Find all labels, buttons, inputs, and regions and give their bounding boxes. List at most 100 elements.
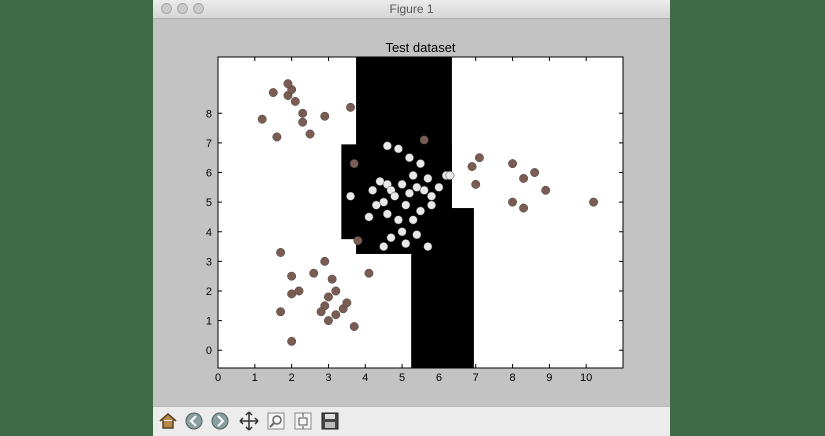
zoom-window-button[interactable] (193, 3, 204, 14)
data-point-0-34 (471, 179, 481, 189)
data-point-0-14 (287, 271, 297, 281)
x-tick-label: 9 (546, 372, 552, 384)
data-point-1-31 (346, 191, 355, 201)
data-point-0-33 (474, 153, 484, 163)
y-tick-label: 5 (206, 197, 212, 209)
y-tick-label: 7 (206, 138, 212, 150)
data-point-0-9 (346, 102, 355, 112)
data-point-1-33 (397, 179, 407, 189)
data-point-1-16 (445, 171, 455, 180)
data-point-0-35 (508, 159, 517, 169)
x-tick-label: 2 (289, 372, 295, 384)
data-point-0-38 (541, 185, 551, 195)
axes-frame (217, 56, 624, 369)
data-point-0-29 (331, 310, 341, 320)
data-point-1-32 (364, 212, 374, 222)
x-tick-label: 4 (362, 372, 368, 384)
x-tick-label: 10 (580, 372, 592, 384)
data-point-0-19 (331, 286, 341, 296)
data-point-0-8 (320, 111, 330, 121)
x-tick-label: 5 (399, 372, 405, 384)
pan-icon (239, 411, 259, 431)
data-point-1-23 (401, 239, 411, 249)
data-point-1-8 (393, 215, 403, 225)
data-point-1-22 (379, 242, 389, 252)
x-tick-label: 7 (473, 372, 479, 384)
data-point-1-25 (423, 242, 433, 252)
data-point-1-6 (371, 200, 381, 210)
pan-button[interactable] (238, 410, 260, 432)
data-point-0-30 (364, 268, 374, 278)
back-icon (185, 412, 203, 430)
chart-title: Test dataset (385, 40, 455, 55)
figure-window: Figure 1 0 1 2 3 4 5 6 7 8 9 10 0 1 2 3 4 5 6 7 8 Test data… (153, 0, 670, 436)
data-point-0-10 (272, 132, 282, 142)
decision-region-4 (451, 208, 474, 368)
data-point-0-28 (287, 336, 297, 346)
close-window-button[interactable] (161, 3, 172, 14)
data-point-0-22 (316, 307, 326, 317)
data-point-0-31 (353, 236, 363, 246)
data-point-0-0 (268, 88, 278, 97)
data-point-0-40 (519, 203, 529, 213)
data-point-1-0 (368, 185, 378, 195)
data-point-1-14 (434, 182, 444, 192)
data-point-0-39 (508, 197, 517, 207)
data-point-0-7 (305, 129, 315, 139)
y-tick-label: 2 (206, 286, 212, 298)
x-tick-label: 6 (436, 372, 442, 384)
data-point-1-24 (412, 230, 422, 240)
x-tick-label: 0 (215, 372, 221, 384)
back-button[interactable] (183, 410, 205, 432)
window-title: Figure 1 (389, 2, 434, 16)
subplots-button[interactable] (292, 410, 314, 432)
data-point-1-34 (423, 173, 433, 183)
data-point-0-32 (467, 162, 477, 172)
zoom-icon (267, 412, 285, 430)
y-tick-label: 8 (206, 108, 212, 120)
data-point-1-17 (427, 200, 436, 210)
forward-icon (211, 412, 229, 430)
data-point-0-13 (276, 248, 286, 257)
home-button[interactable] (157, 410, 179, 432)
data-point-1-18 (416, 206, 425, 216)
data-point-0-27 (276, 307, 286, 317)
data-point-1-20 (397, 227, 407, 237)
data-point-1-10 (405, 188, 414, 198)
x-tick-label: 3 (325, 372, 331, 384)
data-point-1-21 (386, 233, 396, 243)
zoom-button[interactable] (265, 410, 287, 432)
home-icon (159, 413, 177, 429)
data-point-0-4 (290, 96, 300, 106)
data-point-0-3 (283, 79, 293, 89)
data-point-0-5 (298, 108, 308, 118)
y-tick-label: 3 (206, 256, 212, 268)
data-point-1-9 (401, 200, 411, 210)
data-point-1-28 (405, 153, 414, 163)
data-point-1-13 (427, 191, 436, 201)
y-tick-label: 4 (206, 227, 212, 239)
data-point-0-18 (327, 274, 337, 284)
navigation-toolbar (153, 406, 670, 436)
y-tick-label: 1 (206, 316, 212, 328)
data-point-0-16 (309, 268, 319, 278)
y-tick-label: 0 (206, 345, 212, 357)
data-point-0-20 (324, 292, 333, 302)
minimize-window-button[interactable] (177, 3, 188, 14)
subplots-icon (294, 412, 312, 430)
forward-button[interactable] (209, 410, 231, 432)
data-point-0-43 (349, 159, 359, 169)
data-point-0-42 (419, 135, 429, 145)
x-tick-label: 1 (252, 372, 258, 384)
data-point-1-29 (393, 144, 403, 154)
data-point-0-26 (349, 322, 359, 331)
data-point-0-41 (589, 197, 598, 207)
data-point-1-12 (419, 185, 429, 195)
data-point-1-30 (382, 141, 392, 151)
data-point-0-17 (320, 256, 330, 266)
data-point-0-6 (298, 117, 308, 127)
data-point-1-19 (408, 215, 418, 225)
data-point-1-7 (382, 209, 392, 219)
save-button[interactable] (319, 410, 341, 432)
save-icon (321, 412, 339, 430)
